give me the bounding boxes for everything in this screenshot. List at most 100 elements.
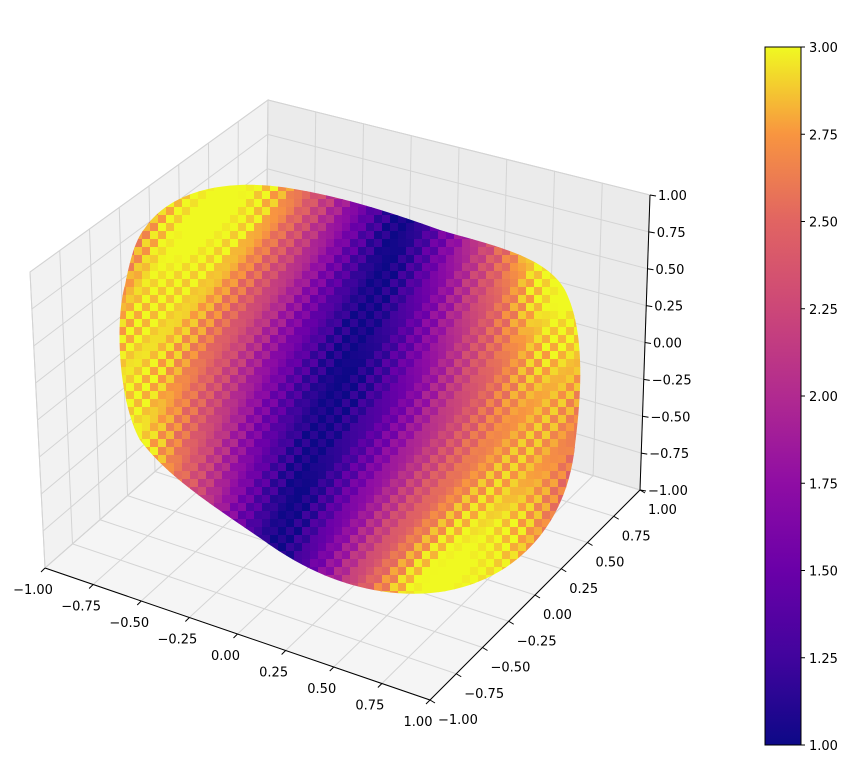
surface-facet: [326, 279, 335, 288]
surface-facet: [150, 215, 159, 224]
surface-facet: [486, 447, 495, 456]
surface-facet: [510, 407, 519, 416]
surface-facet: [494, 311, 503, 320]
surface-facet: [238, 367, 247, 376]
surface-facet: [566, 343, 575, 352]
surface-facet: [462, 567, 471, 576]
surface-facet: [326, 295, 335, 304]
surface-facet: [534, 399, 543, 408]
surface-facet: [326, 527, 335, 536]
surface-facet: [438, 519, 447, 528]
surface-facet: [486, 551, 495, 560]
surface-facet: [142, 375, 151, 384]
surface-facet: [422, 359, 431, 368]
surface-facet: [158, 295, 167, 304]
surface-facet: [366, 343, 375, 352]
surface-facet: [382, 559, 391, 568]
surface-facet: [574, 559, 581, 568]
surface-facet: [150, 295, 159, 304]
surface-facet: [494, 359, 503, 368]
surface-facet: [494, 319, 503, 328]
surface-facet: [110, 175, 119, 184]
surface-facet: [182, 319, 191, 328]
surface-facet: [294, 495, 303, 504]
surface-facet: [110, 183, 119, 192]
surface-facet: [318, 295, 327, 304]
surface-facet: [438, 375, 447, 384]
surface-facet: [326, 359, 335, 368]
surface-facet: [286, 527, 295, 536]
surface-facet: [382, 319, 391, 328]
surface-facet: [342, 431, 351, 440]
surface-facet: [438, 575, 447, 584]
surface-facet: [582, 567, 591, 576]
surface-facet: [326, 343, 335, 352]
surface-facet: [574, 359, 581, 368]
surface-facet: [550, 447, 559, 456]
surface-facet: [366, 247, 375, 256]
surface-facet: [198, 431, 207, 440]
surface-facet: [214, 463, 223, 472]
surface-facet: [358, 527, 367, 536]
surface-facet: [518, 399, 527, 408]
surface-facet: [334, 439, 343, 448]
surface-facet: [350, 495, 359, 504]
surface-facet: [486, 431, 495, 440]
z-tick-label: −1.00: [648, 484, 688, 499]
x-tick-mark: [329, 666, 335, 672]
surface-facet: [198, 415, 207, 424]
surface-facet: [326, 215, 335, 224]
surface-facet: [174, 439, 183, 448]
surface-facet: [246, 487, 255, 496]
surface-facet: [558, 447, 567, 456]
surface-facet: [478, 359, 487, 368]
surface-facet: [254, 351, 263, 360]
surface-facet: [358, 495, 367, 504]
surface-facet: [126, 184, 135, 192]
surface-facet: [574, 567, 581, 576]
surface-facet: [494, 455, 503, 464]
surface-facet: [534, 295, 543, 304]
surface-facet: [390, 567, 399, 576]
surface-facet: [326, 263, 335, 272]
surface-facet: [286, 255, 295, 264]
surface-facet: [478, 335, 487, 344]
surface-facet: [398, 231, 407, 240]
surface-facet: [302, 479, 311, 488]
surface-facet: [278, 447, 287, 456]
surface-facet: [342, 279, 351, 288]
surface-facet: [398, 575, 407, 584]
surface-facet: [398, 223, 407, 232]
surface-facet: [486, 455, 495, 464]
surface-facet: [150, 279, 159, 288]
surface-facet: [446, 263, 455, 272]
surface-facet: [158, 447, 167, 456]
surface-facet: [470, 311, 479, 320]
surface-facet: [342, 295, 351, 304]
surface-facet: [486, 415, 495, 424]
surface-facet: [350, 383, 359, 392]
surface-facet: [406, 295, 415, 304]
surface-facet: [478, 535, 487, 544]
surface-facet: [262, 303, 271, 312]
surface-facet: [278, 415, 287, 424]
surface-facet: [374, 479, 383, 488]
surface-facet: [318, 431, 327, 440]
surface-facet: [350, 479, 359, 488]
surface-facet: [566, 423, 575, 432]
surface-facet: [310, 519, 319, 528]
surface-facet: [238, 487, 247, 496]
surface-facet: [166, 423, 175, 432]
surface-facet: [430, 335, 439, 344]
surface-facet: [454, 567, 463, 576]
surface-facet: [182, 391, 191, 400]
surface-facet: [318, 455, 327, 464]
surface-facet: [374, 367, 383, 376]
surface-facet: [166, 239, 175, 248]
surface-facet: [334, 511, 343, 520]
surface-facet: [438, 543, 447, 552]
surface-facet: [390, 247, 399, 256]
surface-facet: [238, 207, 247, 216]
surface-facet: [382, 567, 391, 576]
surface-facet: [542, 599, 551, 608]
